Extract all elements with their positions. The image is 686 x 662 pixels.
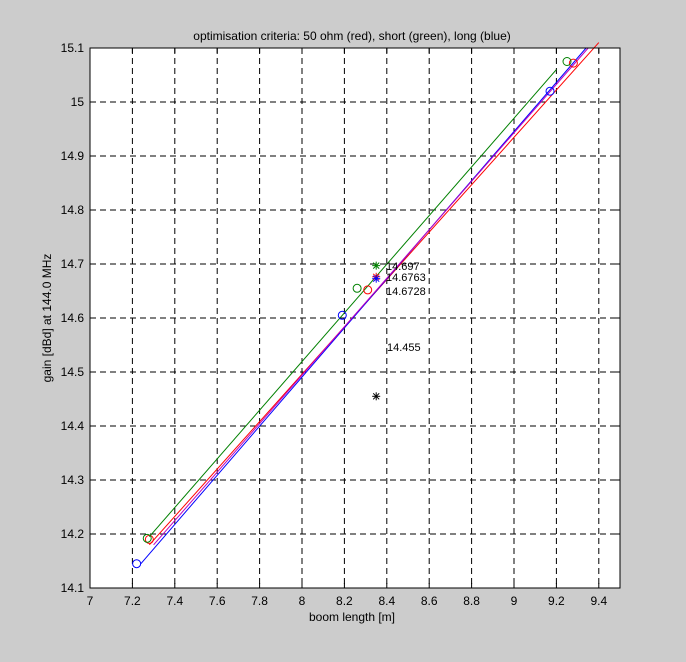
x-tick-label: 8.2 (336, 594, 353, 608)
circle-marker (352, 283, 362, 293)
x-tick-label: 9 (511, 594, 518, 608)
x-tick-label: 7.6 (209, 594, 226, 608)
circle-marker (337, 310, 347, 320)
y-tick-label: 14.7 (61, 257, 85, 271)
x-tick-label: 7.2 (124, 594, 141, 608)
y-tick-label: 14.6 (61, 311, 85, 325)
series-line (153, 47, 589, 546)
circle-marker (568, 58, 578, 68)
x-tick-label: 8 (299, 594, 306, 608)
star-marker (372, 261, 381, 270)
y-tick-label: 14.1 (61, 581, 85, 595)
x-tick-label: 8.4 (378, 594, 395, 608)
star-stroke (372, 275, 380, 283)
y-tick-label: 14.5 (61, 365, 85, 379)
grid (90, 48, 620, 588)
star-stroke (372, 262, 380, 269)
x-tick-label: 7.4 (166, 594, 183, 608)
star-stroke (372, 392, 380, 400)
y-tick-label: 15 (71, 95, 85, 109)
y-tick-label: 14.9 (61, 149, 85, 163)
y-tick-label: 14.3 (61, 473, 85, 487)
x-tick-label: 9.2 (548, 594, 565, 608)
y-axis-label: gain [dBd] at 144.0 MHz (40, 254, 54, 383)
circle-marker (142, 533, 152, 543)
x-axis-ticks: 7 7.2 7.4 7.6 7.8 8 8.2 8.4 8.6 8.8 9 9.2 9.4 (87, 48, 607, 608)
circle-marker (545, 86, 555, 96)
star-marker (372, 392, 381, 401)
x-tick-label: 7 (87, 594, 94, 608)
circle-marker (132, 559, 142, 569)
data-label: 14.6728 (386, 286, 426, 298)
y-tick-label: 14.4 (61, 419, 85, 433)
circle-marker (144, 534, 154, 544)
star-marker (372, 274, 381, 283)
data-label: 14.6763 (386, 272, 426, 284)
x-tick-label: 9.4 (590, 594, 607, 608)
series-layer (140, 42, 600, 565)
circle-marker (363, 285, 373, 295)
y-tick-label: 14.2 (61, 527, 85, 541)
y-axis-ticks: 14.1 14.2 14.3 14.4 14.5 14.6 14.7 14.8 14.9 15 15… (61, 41, 620, 595)
circle-marker (562, 57, 572, 66)
markers-layer (132, 57, 578, 569)
data-label: 14.455 (387, 342, 421, 354)
x-tick-label: 8.8 (463, 594, 480, 608)
x-axis-label: boom length [m] (309, 610, 395, 624)
data-label: 14.697 (386, 261, 420, 273)
y-tick-label: 15.1 (61, 41, 85, 55)
y-tick-label: 14.8 (61, 203, 85, 217)
x-tick-label: 7.8 (251, 594, 268, 608)
x-tick-label: 8.6 (421, 594, 438, 608)
chart-title: optimisation criteria: 50 ohm (red), sho… (193, 29, 510, 43)
series-line (148, 69, 557, 538)
series-line (140, 47, 587, 565)
